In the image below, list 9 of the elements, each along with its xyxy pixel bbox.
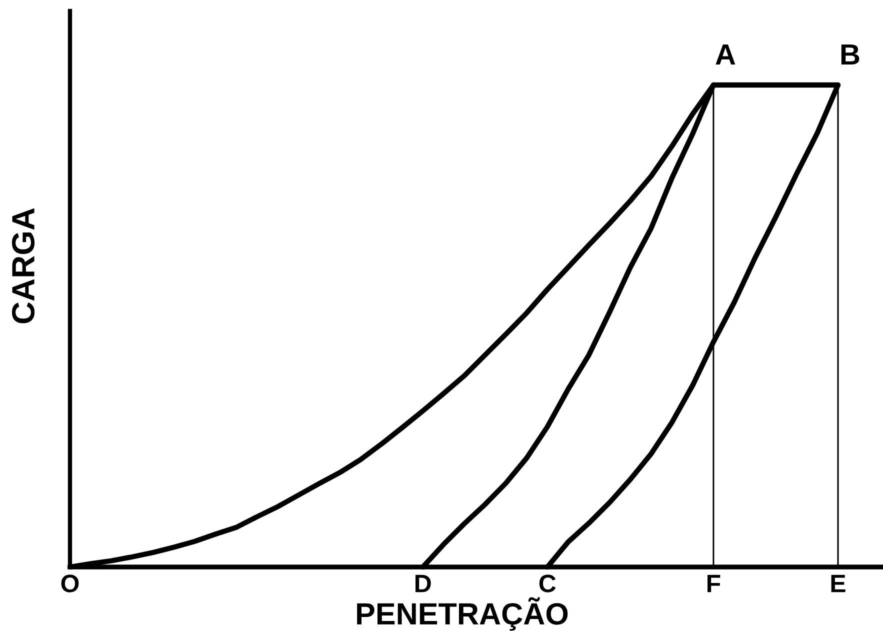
x-tick-label: C <box>539 574 556 592</box>
y-axis-title: CARGA <box>12 208 35 324</box>
x-tick-label: F <box>707 574 720 592</box>
annotation: B <box>841 44 860 65</box>
x-tick-label: D <box>416 574 431 592</box>
x-tick-label: O <box>61 574 79 592</box>
x-tick-label: E <box>831 574 846 592</box>
annotation: A <box>716 44 736 65</box>
x-axis-title: PENETRAÇÃO <box>357 597 568 631</box>
